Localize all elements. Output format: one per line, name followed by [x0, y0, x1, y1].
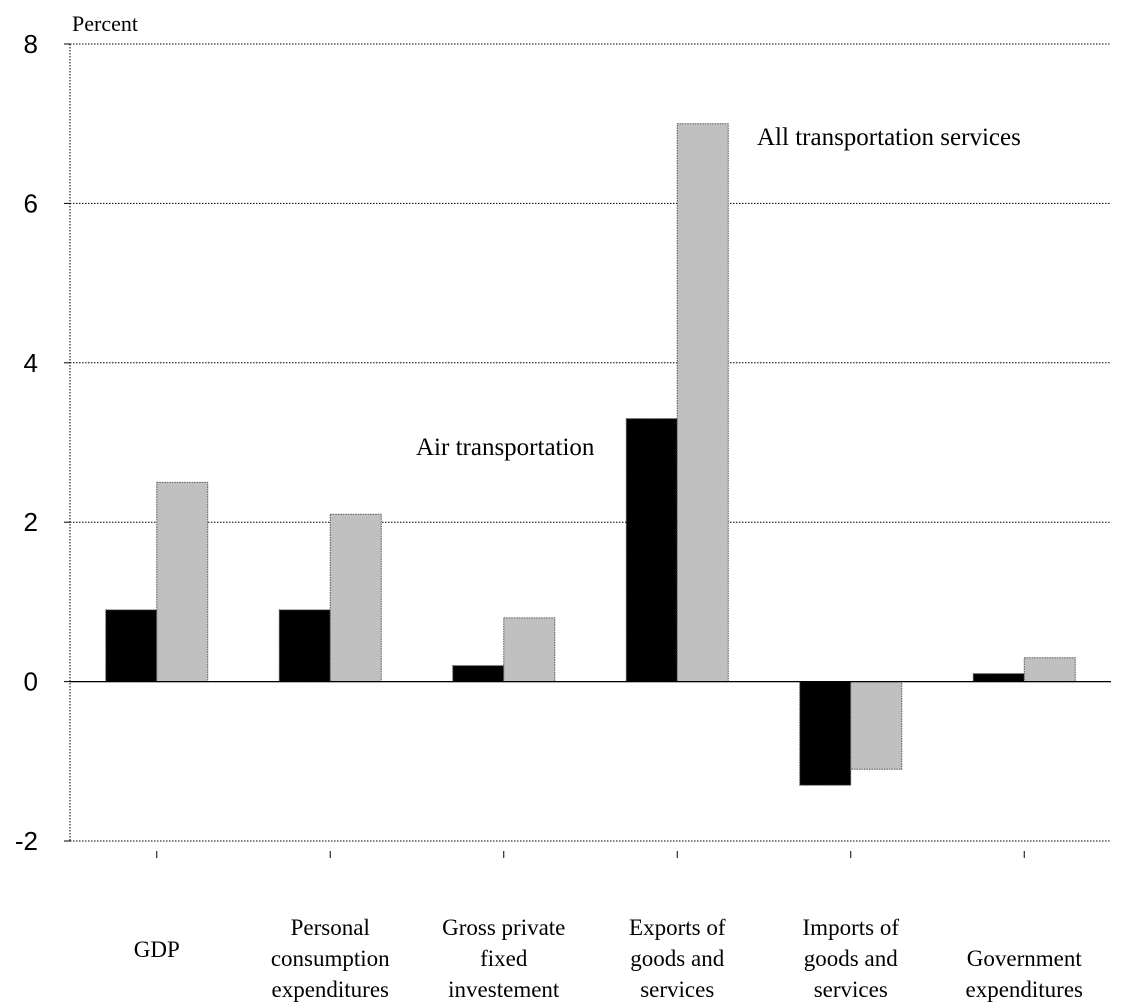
x-tick-label: Imports of goods and services [803, 915, 900, 1002]
x-tick-label: Gross private fixed investement [442, 915, 565, 1002]
bar-air-transportation [105, 609, 158, 683]
y-tick-label: 8 [24, 29, 38, 59]
x-tick-label: Personal consumption expenditures [271, 915, 390, 1002]
bar-all-transportation-services [156, 481, 209, 683]
y-tick-label: 2 [24, 507, 38, 537]
bar-air-transportation [278, 609, 331, 683]
bar-all-transportation-services [329, 513, 382, 683]
bar-all-transportation-services [676, 123, 729, 683]
x-tick-label: GDP [134, 937, 180, 962]
series-label-all-transportation-services: All transportation services [757, 124, 1021, 151]
bar-air-transportation [452, 665, 505, 683]
bar-air-transportation [799, 681, 852, 786]
bar-air-transportation [625, 418, 678, 683]
y-tick-label: 4 [24, 348, 38, 378]
x-tick-labels: GDP Personal consumption expenditures Gross … [134, 915, 1083, 1002]
y-tick-label: 6 [24, 188, 38, 218]
x-tick-label: Government expenditures [965, 946, 1083, 1002]
bar-air-transportation [972, 673, 1025, 683]
bar-all-transportation-services [503, 617, 556, 683]
axes [64, 43, 1111, 858]
bar-all-transportation-services [850, 681, 903, 770]
y-tick-label: -2 [15, 826, 38, 856]
y-tick-labels: -2 0 2 4 6 8 [15, 29, 38, 856]
y-tick-label: 0 [24, 667, 38, 697]
bars [105, 123, 1076, 786]
y-axis-label: Percent [72, 11, 138, 36]
series-label-air-transportation: Air transportation [416, 434, 595, 461]
bar-all-transportation-services [1023, 657, 1076, 683]
x-tick-label: Exports of goods and services [629, 915, 726, 1002]
